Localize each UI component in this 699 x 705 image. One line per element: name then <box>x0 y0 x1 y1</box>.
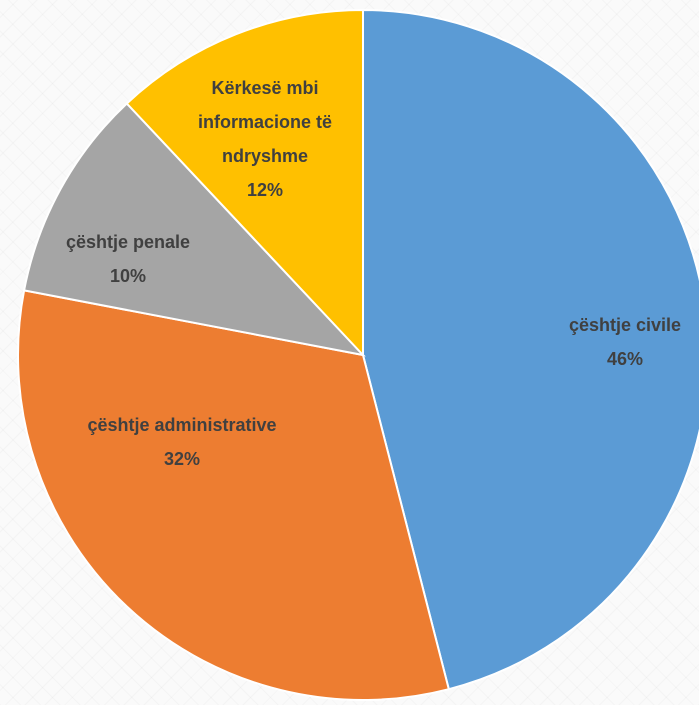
category-label: çështje administrative <box>87 415 277 435</box>
data-label: çështje civile 46% <box>525 308 699 376</box>
value-label: 32% <box>163 449 201 469</box>
data-label: çështje penale 10% <box>18 225 238 293</box>
category-label: Kërkesë mbi informacione të ndryshme <box>197 78 333 166</box>
pie-slice <box>17 289 451 701</box>
pie-slice <box>362 8 699 691</box>
data-label: Kërkesë mbi informacione të ndryshme 12% <box>178 71 353 207</box>
data-label: çështje administrative 32% <box>32 408 332 476</box>
category-label: çështje civile <box>568 315 682 335</box>
pie-slice <box>22 102 366 357</box>
pie-slice <box>125 8 364 358</box>
category-label: çështje penale <box>65 232 191 252</box>
value-label: 10% <box>109 266 147 286</box>
value-label: 46% <box>606 349 644 369</box>
value-label: 12% <box>246 180 284 200</box>
